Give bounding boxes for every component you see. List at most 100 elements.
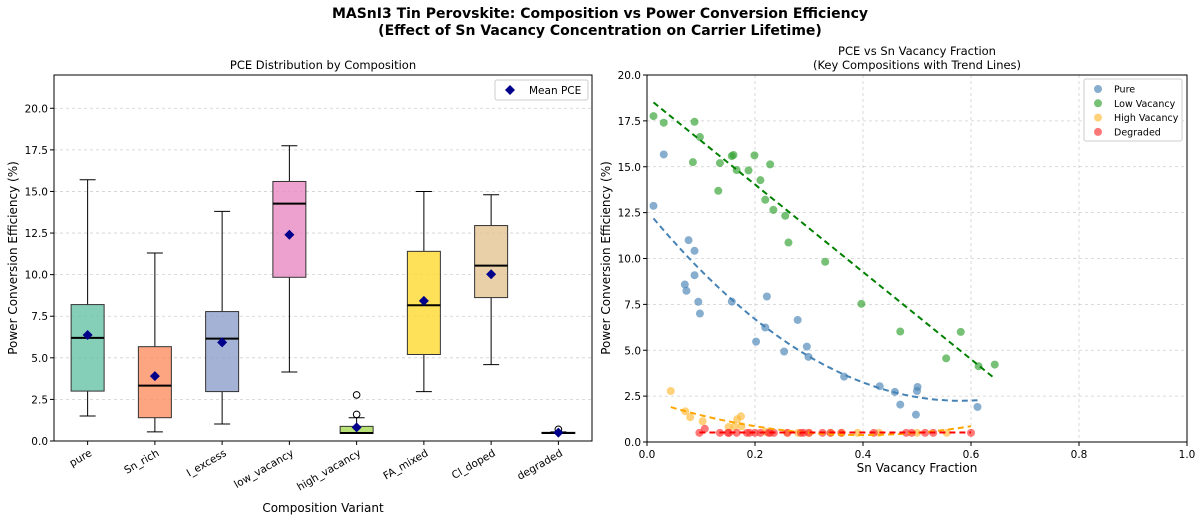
y-tick-label: 5.0 bbox=[31, 353, 48, 365]
legend-diamond-icon bbox=[505, 85, 515, 95]
box-Cl_doped bbox=[474, 194, 509, 366]
x-tick-label: 0.4 bbox=[855, 449, 872, 461]
data-point bbox=[896, 327, 905, 336]
box-I_excess bbox=[205, 210, 240, 425]
legend-marker-icon bbox=[1094, 85, 1102, 93]
legend-label: Pure bbox=[1114, 85, 1135, 96]
mean-marker bbox=[217, 337, 228, 348]
data-point bbox=[769, 205, 778, 214]
legend-label: Mean PCE bbox=[529, 85, 581, 97]
x-tick-label: 0.6 bbox=[963, 449, 980, 461]
data-point bbox=[649, 201, 658, 210]
legend: Pure Low Vacancy High Vacancy Degraded bbox=[1083, 78, 1183, 142]
data-point bbox=[781, 211, 790, 220]
data-point bbox=[766, 160, 775, 169]
left-chart-title: PCE Distribution by Composition bbox=[230, 58, 416, 72]
mean-marker bbox=[351, 422, 362, 433]
legend-label: Degraded bbox=[1114, 127, 1161, 138]
x-tick-label: low_vacancy bbox=[232, 447, 296, 491]
mean-marker bbox=[149, 371, 160, 382]
left-chart: PCE Distribution by Composition Composit… bbox=[6, 58, 593, 515]
y-tick-label: 5.0 bbox=[624, 345, 641, 357]
x-tick-label: 0.2 bbox=[747, 449, 764, 461]
data-point bbox=[744, 166, 753, 175]
data-point bbox=[698, 417, 707, 426]
legend-box bbox=[494, 79, 589, 101]
mean-marker bbox=[553, 427, 564, 438]
y-tick-label: 15.0 bbox=[25, 186, 48, 198]
x-tick-label: Sn_rich bbox=[122, 447, 161, 477]
y-tick-label: 12.5 bbox=[618, 208, 641, 220]
data-point bbox=[857, 299, 866, 308]
y-tick-label: 0.0 bbox=[624, 437, 641, 449]
data-point bbox=[695, 133, 704, 142]
outlier-point bbox=[352, 391, 361, 399]
box-iqr bbox=[474, 225, 509, 299]
figure-subtitle: (Effect of Sn Vacancy Concentration on C… bbox=[378, 23, 822, 39]
left-y-axis-label: Power Conversion Efficiency (%) bbox=[6, 161, 20, 355]
y-tick-label: 20.0 bbox=[618, 70, 641, 82]
data-point bbox=[942, 428, 951, 437]
box-iqr bbox=[272, 180, 307, 278]
box-Sn_rich bbox=[137, 252, 172, 433]
data-point bbox=[784, 238, 793, 247]
right-chart: PCE vs Sn Vacancy Fraction (Key Composit… bbox=[599, 44, 1195, 475]
y-tick-label: 17.5 bbox=[618, 116, 641, 128]
data-point bbox=[690, 246, 699, 255]
x-tick-label: Cl_doped bbox=[450, 447, 498, 482]
data-point bbox=[649, 112, 658, 121]
data-point bbox=[802, 342, 811, 351]
x-tick-label: high_vacancy bbox=[295, 447, 363, 493]
data-point bbox=[727, 297, 736, 306]
y-tick-label: 2.5 bbox=[624, 391, 641, 403]
data-point bbox=[700, 424, 709, 433]
data-point bbox=[730, 422, 739, 431]
legend-marker-icon bbox=[1094, 113, 1102, 122]
outlier-point bbox=[352, 410, 361, 419]
legend-box bbox=[1083, 78, 1183, 142]
data-point bbox=[690, 117, 699, 126]
data-point bbox=[686, 413, 695, 422]
data-point bbox=[724, 422, 733, 431]
box-iqr bbox=[137, 346, 172, 419]
trend-line bbox=[652, 101, 996, 380]
data-point bbox=[821, 257, 830, 266]
data-point bbox=[690, 271, 699, 280]
x-tick-label: pure bbox=[67, 447, 94, 469]
y-tick-label: 15.0 bbox=[618, 162, 641, 174]
data-point bbox=[680, 280, 689, 289]
data-point bbox=[990, 360, 999, 369]
data-point bbox=[725, 428, 734, 437]
left-x-axis-label: Composition Variant bbox=[262, 501, 384, 515]
data-point bbox=[684, 236, 693, 245]
trend-line bbox=[652, 217, 978, 402]
y-tick-label: 12.5 bbox=[25, 228, 48, 240]
data-point bbox=[896, 400, 905, 409]
plot-frame bbox=[646, 74, 1188, 443]
data-point bbox=[762, 292, 771, 301]
box-pure bbox=[70, 179, 105, 417]
data-point bbox=[715, 159, 724, 168]
data-point bbox=[752, 337, 761, 346]
y-tick-label: 17.5 bbox=[25, 145, 48, 157]
legend-marker-icon bbox=[1094, 99, 1102, 108]
data-point bbox=[913, 386, 921, 395]
data-point bbox=[714, 186, 723, 195]
x-tick-label: FA_mixed bbox=[381, 447, 430, 482]
data-point bbox=[694, 297, 703, 306]
box-FA_mixed bbox=[406, 190, 441, 393]
data-point bbox=[756, 176, 765, 185]
x-tick-label: I_excess bbox=[185, 447, 229, 479]
mean-marker bbox=[486, 269, 497, 280]
data-point bbox=[942, 354, 951, 363]
right-x-axis-label: Sn Vacancy Fraction bbox=[857, 461, 978, 475]
series-low-vacancy bbox=[649, 112, 999, 371]
data-point bbox=[736, 412, 745, 421]
x-tick-label: degraded bbox=[515, 447, 565, 483]
box-high_vacancy bbox=[339, 391, 374, 435]
box-low_vacancy bbox=[272, 145, 307, 373]
legend: Mean PCE bbox=[494, 79, 589, 101]
legend-label: High Vacancy bbox=[1114, 113, 1179, 124]
y-tick-label: 10.0 bbox=[618, 254, 641, 266]
data-point bbox=[682, 286, 691, 295]
